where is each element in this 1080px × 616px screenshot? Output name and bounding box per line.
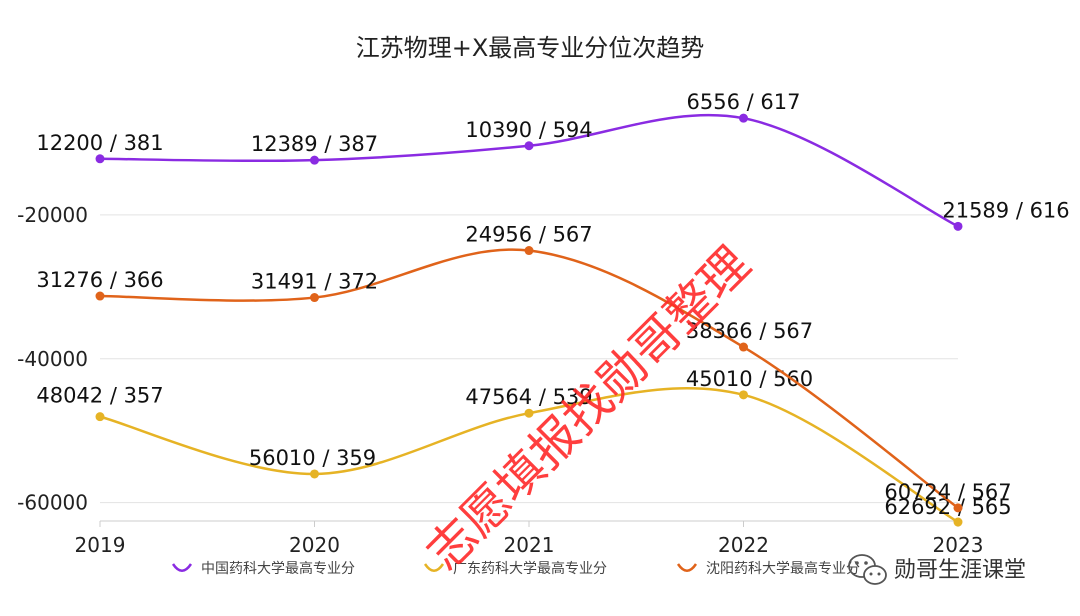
legend: 中国药科大学最高专业分 广东药科大学最高专业分 沈阳药科大学最高专业分 (171, 560, 860, 577)
legend-label: 中国药科大学最高专业分 (201, 560, 355, 577)
legend-label: 广东药科大学最高专业分 (453, 560, 607, 577)
wechat-icon (848, 554, 887, 585)
legend-swatch (676, 563, 698, 572)
data-point (95, 412, 105, 422)
data-label: 21589 / 616 (942, 198, 1069, 222)
data-label: 24956 / 567 (465, 223, 592, 247)
y-tick-label: -20000 (17, 203, 88, 227)
data-point (739, 342, 748, 352)
data-label: 31276 / 366 (36, 268, 163, 292)
brand-name: 勋哥生涯课堂 (894, 558, 1026, 583)
data-label: 45010 / 560 (686, 367, 813, 391)
axis-labels: -20000 -40000 -60000 2019 2020 2021 2022 2023 (17, 203, 983, 557)
y-tick-label: -60000 (17, 491, 88, 515)
legend-label: 沈阳药科大学最高专业分 (706, 560, 860, 577)
series-2: 48042 / 357 56010 / 359 47564 / 539 45010 /… (36, 367, 1012, 527)
x-tick-label: 2022 (718, 533, 769, 557)
data-label: 31491 / 372 (251, 270, 378, 294)
legend-item[interactable]: 广东药科大学最高专业分 (423, 560, 607, 577)
data-label: 10390 / 594 (465, 118, 592, 142)
data-point (739, 113, 748, 123)
data-point (524, 408, 534, 418)
x-tick-label: 2021 (504, 533, 555, 557)
data-point (95, 291, 105, 301)
series-1: 12200 / 381 12389 / 387 10390 / 594 6556 / … (36, 90, 1070, 231)
data-label: 6556 / 617 (687, 90, 801, 114)
series-3: 31276 / 366 31491 / 372 24956 / 567 38366 /… (36, 223, 1012, 513)
data-point (524, 141, 534, 151)
x-tick-label: 2020 (289, 533, 340, 557)
data-point (953, 221, 963, 231)
data-point (953, 503, 963, 513)
data-label: 12200 / 381 (36, 131, 163, 155)
legend-item[interactable]: 沈阳药科大学最高专业分 (676, 560, 860, 577)
data-label: 48042 / 357 (36, 384, 163, 408)
legend-item[interactable]: 中国药科大学最高专业分 (171, 560, 355, 577)
y-tick-label: -40000 (17, 347, 88, 371)
data-point (310, 293, 319, 303)
grid-lines (99, 214, 959, 527)
x-tick-label: 2019 (75, 533, 126, 557)
data-label: 56010 / 359 (249, 446, 376, 470)
chart-title: 江苏物理+X最高专业分位次趋势 (356, 34, 705, 62)
data-point (95, 154, 105, 164)
data-label: 60724 / 567 (884, 480, 1011, 504)
legend-swatch (171, 563, 193, 572)
data-point (739, 390, 748, 400)
brand-badge: 勋哥生涯课堂 (848, 554, 1026, 585)
data-point (953, 517, 963, 527)
data-point (310, 469, 319, 479)
legend-swatch (423, 563, 445, 572)
data-label: 38366 / 567 (686, 319, 813, 343)
x-tick-label: 2023 (933, 533, 984, 557)
data-point (524, 246, 534, 256)
data-point (310, 155, 319, 165)
data-label: 12389 / 387 (251, 132, 378, 156)
series-layer: 12200 / 381 12389 / 387 10390 / 594 6556 / … (36, 90, 1070, 527)
data-label: 47564 / 539 (465, 385, 592, 409)
